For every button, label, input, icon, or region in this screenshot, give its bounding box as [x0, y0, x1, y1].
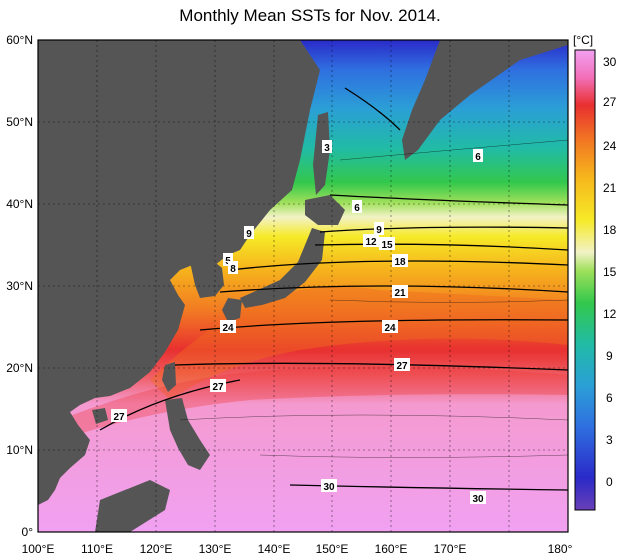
colorbar-gradient — [574, 49, 596, 511]
contour-label: 27 — [113, 412, 125, 423]
colorbar-tick: 9 — [606, 349, 613, 363]
borneo — [95, 480, 170, 532]
contour-label: 8 — [230, 264, 236, 275]
japan-hokkaido — [305, 195, 345, 225]
lon-label: 160°E — [375, 542, 408, 556]
colorbar-tick: 27 — [603, 95, 617, 109]
contour-label: 9 — [376, 225, 382, 236]
sakhalin — [313, 112, 330, 195]
colorbar-ticks: 30 27 24 21 18 15 12 9 6 3 0 — [603, 55, 617, 489]
contour-label: 15 — [381, 240, 393, 251]
lat-label: 30°N — [6, 279, 33, 293]
lon-label: 110°E — [81, 542, 113, 556]
contour-label: 21 — [394, 288, 406, 299]
south-warm-band — [60, 366, 568, 440]
asia-continent — [38, 40, 320, 505]
colorbar-tick: 15 — [603, 265, 617, 279]
contour-label: 12 — [365, 237, 377, 248]
lat-label: 20°N — [6, 361, 33, 375]
colorbar-tick: 18 — [603, 223, 617, 237]
lon-label: 180° — [548, 542, 573, 556]
lon-label: 130°E — [199, 542, 232, 556]
colorbar-tick: 24 — [603, 139, 617, 153]
colorbar-tick: 21 — [603, 181, 617, 195]
contour-label: 27 — [212, 382, 224, 393]
kamchatka — [402, 40, 568, 160]
latitude-labels: 60°N 50°N 40°N 30°N 20°N 10°N 0° — [6, 33, 33, 539]
lat-label: 0° — [22, 525, 34, 539]
contour-labels: 3 6 6 9 9 12 15 18 21 24 24 27 27 27 30 … — [111, 140, 486, 505]
contour-label: 30 — [323, 482, 335, 493]
lon-label: 150°E — [316, 542, 349, 556]
colorbar-tick: 12 — [603, 307, 617, 321]
contour-label: 24 — [222, 323, 234, 334]
contour-label: 18 — [394, 257, 406, 268]
taiwan — [162, 362, 176, 392]
colorbar: [°C] 30 27 24 21 18 15 12 9 6 3 0 — [573, 33, 617, 511]
lat-label: 10°N — [6, 443, 33, 457]
contour-label: 30 — [472, 494, 484, 505]
contour-label: 6 — [475, 152, 481, 163]
graticule — [38, 40, 568, 532]
lon-label: 170°E — [434, 542, 467, 556]
kuroshio-warm-band — [150, 286, 568, 400]
colorbar-tick: 30 — [603, 55, 617, 69]
map-frame — [37, 39, 569, 533]
philippines — [165, 398, 210, 470]
contour-label: 3 — [324, 143, 330, 154]
lat-label: 40°N — [6, 197, 33, 211]
lon-label: 120°E — [140, 542, 173, 556]
map-title: Monthly Mean SSTs for Nov. 2014. — [179, 6, 441, 25]
colorbar-unit: [°C] — [573, 33, 593, 47]
contour-label: 27 — [396, 361, 408, 372]
lon-label: 100°E — [22, 542, 55, 556]
colorbar-tick: 3 — [606, 433, 613, 447]
colorbar-tick: 6 — [606, 391, 613, 405]
lat-label: 50°N — [6, 115, 33, 129]
contour-label: 24 — [384, 323, 396, 334]
colorbar-tick: 0 — [606, 475, 613, 489]
longitude-labels: 100°E 110°E 120°E 130°E 140°E 150°E 160°… — [22, 542, 573, 556]
lat-label: 60°N — [6, 33, 33, 47]
hainan — [92, 408, 108, 424]
contour-label: 6 — [354, 203, 360, 214]
contour-label: 9 — [246, 229, 252, 240]
lon-label: 140°E — [258, 542, 291, 556]
japan-honshu — [240, 228, 325, 308]
isotherm-contours — [99, 87, 568, 491]
japan-kyushu — [222, 298, 242, 322]
korea-peninsula — [190, 258, 224, 298]
